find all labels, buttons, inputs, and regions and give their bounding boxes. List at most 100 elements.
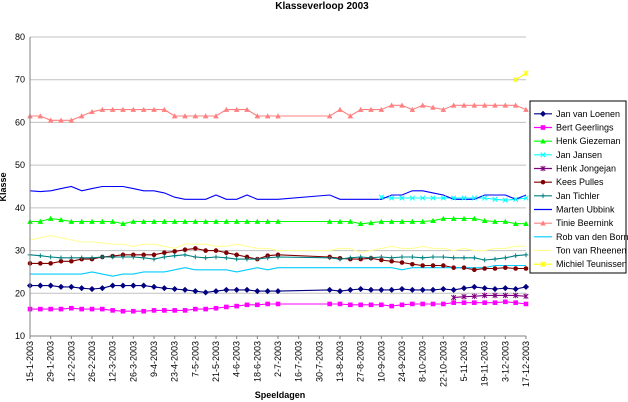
- data-point: [171, 113, 178, 119]
- data-point: [327, 301, 332, 307]
- data-point: [109, 218, 116, 224]
- data-point: [429, 286, 437, 294]
- data-point: [151, 252, 157, 258]
- data-point: [202, 113, 209, 119]
- legend-label: Ton van Rheenen: [556, 246, 627, 256]
- data-point: [161, 285, 168, 292]
- legend-box: [529, 100, 627, 274]
- data-point: [481, 102, 488, 108]
- data-point: [482, 300, 487, 305]
- data-point: [419, 218, 426, 224]
- data-point: [419, 286, 426, 294]
- data-point: [450, 102, 457, 108]
- data-point: [410, 301, 415, 307]
- y-tick-label: 80: [15, 32, 25, 42]
- data-point: [213, 254, 219, 260]
- data-point: [37, 218, 44, 224]
- data-point: [264, 218, 271, 224]
- x-tick-label: 26-2-2003: [87, 341, 97, 382]
- x-tick-labels: 15-1-2003 29-1-2003 12-2-2003 26-2-2003 12-3…: [25, 336, 531, 387]
- data-point: [337, 106, 343, 112]
- chart-title: Klasseverloop 2003: [275, 1, 369, 12]
- data-point: [513, 253, 518, 258]
- x-tick-label: 2-7-2003: [273, 341, 283, 377]
- data-point: [513, 300, 518, 305]
- data-point: [482, 292, 488, 299]
- data-point: [79, 306, 84, 312]
- data-point: [233, 106, 240, 112]
- data-point: [89, 108, 95, 115]
- data-point: [131, 254, 136, 260]
- data-point: [441, 263, 446, 268]
- data-point: [378, 218, 385, 224]
- x-tick-label: 15-1-2003: [25, 341, 35, 382]
- x-tick-label: 29-1-2003: [46, 341, 56, 382]
- data-point: [244, 302, 250, 308]
- data-point: [151, 106, 157, 112]
- data-point: [523, 266, 529, 271]
- data-point: [203, 306, 208, 312]
- data-point: [357, 106, 364, 112]
- legend-label: Jan Tichler: [556, 191, 600, 201]
- data-point: [440, 195, 446, 201]
- data-point: [440, 215, 447, 221]
- data-point: [162, 254, 167, 260]
- data-point: [389, 195, 395, 201]
- data-point: [398, 285, 406, 293]
- data-point: [130, 282, 137, 289]
- data-point: [409, 106, 416, 112]
- data-point: [38, 261, 43, 266]
- data-point: [141, 308, 146, 314]
- data-point: [389, 255, 394, 261]
- data-point: [513, 196, 519, 202]
- data-point: [89, 255, 95, 261]
- data-point: [492, 292, 498, 299]
- data-point: [379, 302, 384, 308]
- data-point: [99, 285, 106, 292]
- data-point: [192, 287, 199, 295]
- data-point: [212, 287, 220, 295]
- data-point: [78, 218, 85, 224]
- data-point: [523, 293, 529, 300]
- data-point: [275, 218, 281, 224]
- data-point: [213, 248, 219, 253]
- data-point: [461, 255, 467, 261]
- data-point: [347, 218, 354, 224]
- data-point: [461, 195, 467, 201]
- data-point: [472, 300, 477, 305]
- x-tick-label: 5-11-2003: [459, 341, 469, 381]
- x-tick-label: 21-5-2003: [211, 341, 221, 382]
- data-point: [409, 218, 416, 224]
- data-point: [522, 283, 530, 291]
- data-point: [99, 106, 106, 112]
- data-point: [420, 263, 425, 268]
- data-point: [512, 102, 519, 108]
- x-tick-label: 8-10-2003: [418, 341, 428, 382]
- data-point: [140, 106, 147, 112]
- data-point: [430, 195, 436, 201]
- x-tick-label: 26-3-2003: [128, 341, 138, 382]
- data-point: [224, 250, 229, 256]
- data-point: [326, 113, 333, 119]
- legend-label: Henk Jongejan: [556, 164, 616, 174]
- data-point: [399, 302, 405, 308]
- data-point: [69, 255, 74, 261]
- data-point: [357, 285, 364, 293]
- y-tick-label: 60: [15, 117, 25, 127]
- data-point: [78, 285, 85, 292]
- data-point: [120, 254, 126, 260]
- data-point: [172, 253, 177, 258]
- data-point: [461, 215, 467, 221]
- x-tick-label: 22-10-2003: [438, 341, 448, 387]
- data-point: [523, 220, 529, 226]
- data-point: [254, 113, 261, 119]
- data-point: [234, 256, 239, 262]
- data-point: [502, 285, 509, 292]
- data-point: [244, 256, 250, 262]
- data-point: [409, 286, 416, 294]
- data-point: [254, 287, 261, 295]
- data-point: [451, 300, 456, 305]
- data-point: [161, 218, 168, 224]
- data-point: [523, 195, 529, 201]
